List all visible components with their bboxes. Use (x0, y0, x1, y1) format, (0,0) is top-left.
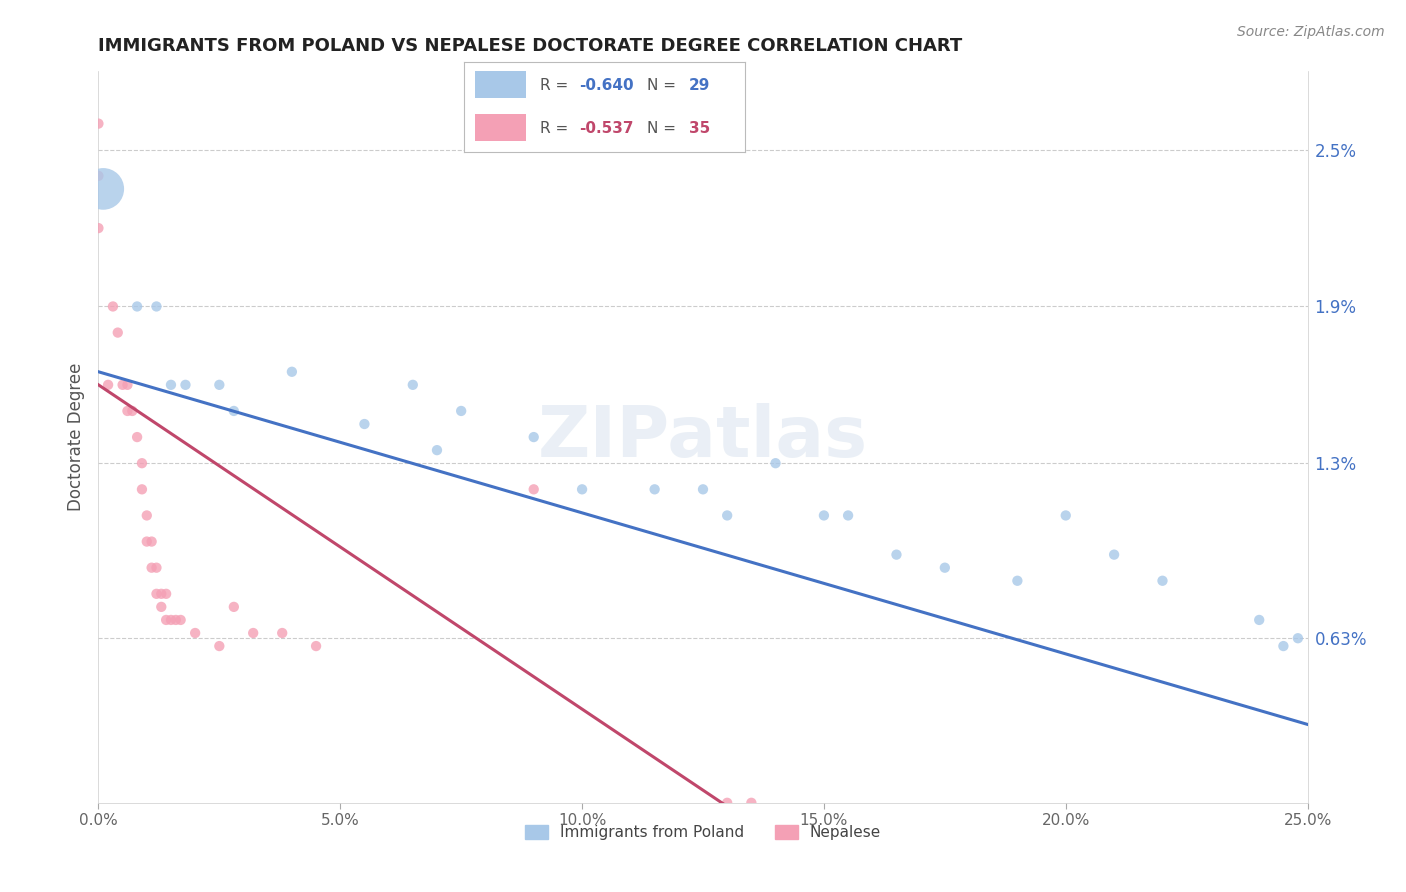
Point (426, 443, 449, 458)
Point (222, 404, 245, 418)
Point (145, 587, 167, 601)
Point (184, 626, 207, 640)
Text: N =: N = (647, 120, 681, 136)
Point (271, 626, 294, 640)
Point (160, 377, 183, 392)
Text: -0.537: -0.537 (579, 120, 634, 136)
Point (87, 169, 110, 183)
Point (692, 483, 714, 497)
Point (160, 613, 183, 627)
Point (174, 377, 197, 392)
Point (242, 626, 264, 640)
Point (716, 796, 738, 810)
Text: R =: R = (540, 78, 574, 93)
Point (1007, 574, 1029, 588)
Point (1286, 632, 1309, 646)
Point (111, 377, 134, 392)
Point (135, 508, 157, 523)
Text: IMMIGRANTS FROM POLAND VS NEPALESE DOCTORATE DEGREE CORRELATION CHART: IMMIGRANTS FROM POLAND VS NEPALESE DOCTO… (98, 37, 963, 54)
Point (150, 599, 173, 614)
Y-axis label: Doctorate Degree: Doctorate Degree (66, 363, 84, 511)
Point (87, 117, 110, 131)
Point (87, 221, 110, 235)
Text: R =: R = (540, 120, 574, 136)
Point (1152, 574, 1174, 588)
Point (141, 534, 163, 549)
Point (117, 404, 139, 418)
Point (101, 300, 124, 314)
Point (117, 377, 139, 392)
Bar (475, 114, 526, 141)
Point (813, 508, 835, 523)
Point (121, 404, 143, 418)
Point (934, 560, 956, 574)
Point (281, 365, 304, 379)
Point (127, 300, 149, 314)
Point (1102, 548, 1125, 562)
Legend: Immigrants from Poland, Nepalese: Immigrants from Poland, Nepalese (519, 819, 887, 847)
Point (145, 300, 167, 314)
Point (208, 377, 231, 392)
Point (222, 599, 245, 614)
Text: 35: 35 (689, 120, 710, 136)
Point (169, 613, 191, 627)
Point (208, 639, 231, 653)
Point (571, 483, 593, 497)
Text: -0.640: -0.640 (579, 78, 634, 93)
Point (131, 456, 153, 470)
Point (127, 430, 149, 444)
Point (305, 639, 328, 653)
Point (740, 796, 762, 810)
Text: 29: 29 (689, 78, 710, 93)
Text: Source: ZipAtlas.com: Source: ZipAtlas.com (1237, 25, 1385, 39)
Point (1272, 639, 1295, 653)
Point (716, 508, 738, 523)
Point (107, 326, 129, 340)
Text: ZIPatlas: ZIPatlas (538, 402, 868, 472)
Point (165, 613, 187, 627)
Point (765, 456, 787, 470)
Point (131, 483, 153, 497)
Point (155, 613, 177, 627)
Point (141, 560, 163, 574)
Point (450, 404, 472, 418)
Bar (475, 71, 526, 98)
Point (886, 548, 908, 562)
Point (135, 534, 157, 549)
Point (155, 587, 177, 601)
Point (523, 430, 546, 444)
Point (1249, 613, 1271, 627)
Point (402, 377, 425, 392)
Point (523, 483, 546, 497)
Point (91, 182, 114, 196)
Point (97, 377, 120, 392)
Text: N =: N = (647, 78, 681, 93)
Point (150, 587, 173, 601)
Point (1054, 508, 1077, 523)
Point (644, 483, 666, 497)
Point (145, 560, 167, 574)
Point (837, 508, 859, 523)
Point (353, 417, 375, 431)
